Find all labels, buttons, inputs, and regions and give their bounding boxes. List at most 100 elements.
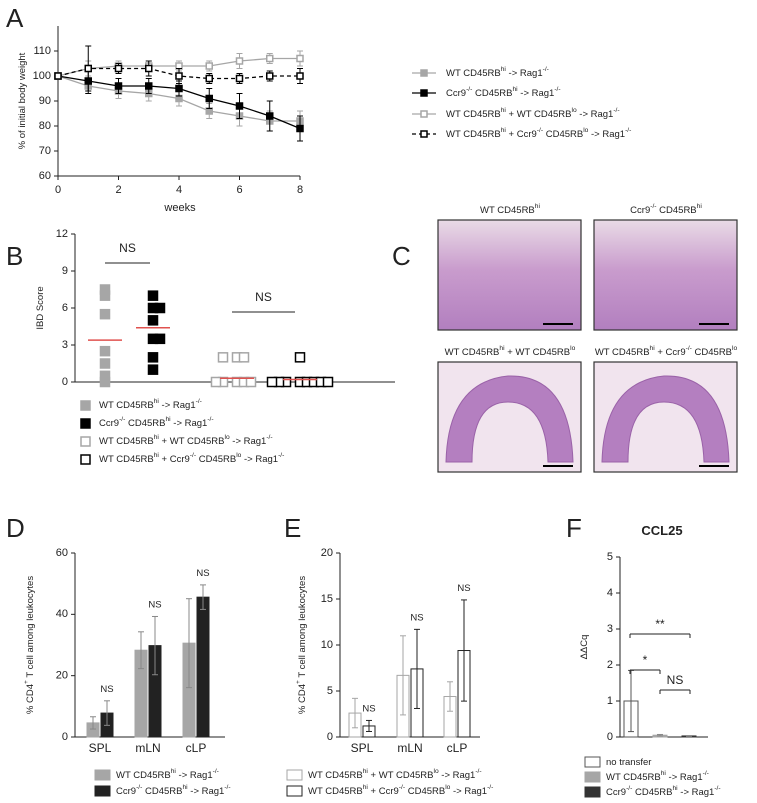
x-tick-label: 8 [297, 184, 303, 196]
image-caption: WT CD45RBhi [480, 203, 540, 215]
annotation: ** [655, 617, 665, 631]
panel-letter: E [284, 513, 301, 543]
marker [266, 72, 274, 80]
y-tick-label: 3 [62, 339, 68, 351]
marker [114, 64, 123, 73]
y-tick-label: 4 [607, 587, 613, 599]
marker [147, 290, 159, 301]
legend-marker [420, 89, 428, 97]
x-tick-label: cLP [186, 741, 207, 755]
legend-label: WT CD45RBhi -> Rag1-/- [116, 768, 219, 780]
y-tick-label: 0 [62, 376, 68, 388]
legend-label: WT CD45RBhi -> Rag1-/- [99, 398, 202, 410]
marker [145, 82, 153, 90]
annotation: NS [667, 673, 684, 687]
panel-letter: C [392, 241, 411, 271]
tissue-section [601, 375, 730, 463]
legend-marker [584, 771, 601, 783]
annotation: NS [255, 290, 272, 304]
annotation: NS [196, 567, 209, 578]
panel-letter: F [566, 513, 582, 543]
marker [147, 315, 159, 326]
y-tick-label: 20 [321, 547, 333, 559]
marker [205, 62, 213, 70]
marker [210, 376, 222, 388]
marker [205, 74, 213, 83]
marker [99, 345, 111, 357]
marker [217, 352, 229, 363]
legend-label: WT CD45RBhi -> Rag1-/- [606, 770, 709, 782]
marker [238, 352, 250, 363]
panel-letter: D [6, 513, 25, 543]
legend-marker [584, 786, 601, 798]
legend-marker [286, 769, 303, 781]
legend-label: WT CD45RBhi + Ccr9-/- CD45RBlo -> Rag1-/… [446, 127, 631, 139]
y-tick-label: 40 [56, 608, 68, 620]
x-tick-label: 2 [115, 184, 121, 196]
y-tick-label: 20 [56, 670, 68, 682]
y-tick-label: 1 [607, 695, 613, 707]
marker [266, 112, 274, 120]
y-tick-label: 110 [33, 45, 51, 57]
y-tick-label: 6 [62, 302, 68, 314]
y-tick-label: 10 [321, 639, 333, 651]
x-tick-label: 0 [55, 184, 61, 196]
y-tick-label: 5 [607, 551, 613, 563]
marker [296, 72, 304, 80]
y-axis-label: % CD4+ T cell among leukocytes [23, 576, 35, 714]
x-tick-label: 6 [236, 184, 242, 196]
marker [154, 302, 166, 314]
x-tick-label: cLP [447, 741, 468, 755]
y-tick-label: 80 [39, 120, 51, 132]
y-tick-label: 15 [321, 593, 333, 605]
legend-marker [94, 769, 111, 781]
marker [205, 94, 213, 103]
legend-marker [80, 418, 91, 429]
marker [235, 74, 244, 83]
legend-marker [286, 785, 303, 797]
y-tick-label: 90 [39, 95, 51, 107]
legend-label: no transfer [606, 757, 651, 768]
image-caption: Ccr9-/- CD45RBhi [630, 203, 702, 215]
histology-image [593, 219, 738, 331]
legend-marker [80, 454, 91, 465]
marker [175, 84, 183, 93]
y-tick-label: 0 [62, 731, 68, 743]
marker [294, 352, 306, 363]
marker [84, 64, 92, 73]
y-tick-label: 12 [56, 228, 68, 240]
y-axis-label: ΔΔCq [579, 635, 590, 660]
marker [147, 352, 159, 363]
y-tick-label: 70 [39, 145, 51, 157]
marker [99, 376, 111, 388]
marker [145, 64, 153, 73]
annotation: NS [457, 582, 470, 593]
bar [196, 596, 210, 738]
y-tick-label: 0 [327, 731, 333, 743]
marker [296, 54, 304, 63]
marker [154, 333, 166, 345]
legend-label: WT CD45RBhi + WT CD45RBlo -> Rag1-/- [99, 434, 273, 446]
annotation: NS [100, 683, 113, 694]
y-tick-label: 9 [62, 265, 68, 277]
x-axis-label: weeks [163, 202, 196, 214]
legend-label: Ccr9-/- CD45RBhi -> Rag1-/- [99, 416, 214, 428]
legend-label: WT CD45RBhi + WT CD45RBlo -> Rag1-/- [446, 107, 620, 119]
y-tick-label: 0 [607, 731, 613, 743]
image-caption: WT CD45RBhi + WT CD45RBlo [445, 345, 576, 357]
legend-marker [420, 130, 428, 138]
marker [114, 82, 123, 90]
y-tick-label: 100 [33, 70, 51, 82]
legend-label: WT CD45RBhi + WT CD45RBlo -> Rag1-/- [308, 768, 482, 780]
marker [99, 290, 111, 301]
y-axis-label: % of initial body weight [17, 52, 28, 149]
legend-label: Ccr9-/- CD45RBhi -> Rag1-/- [116, 784, 231, 796]
marker [99, 358, 111, 369]
legend-marker [420, 110, 428, 118]
marker [147, 364, 159, 375]
legend-marker [584, 756, 601, 768]
marker [54, 72, 62, 80]
annotation: NS [119, 241, 136, 255]
y-tick-label: 3 [607, 623, 613, 635]
